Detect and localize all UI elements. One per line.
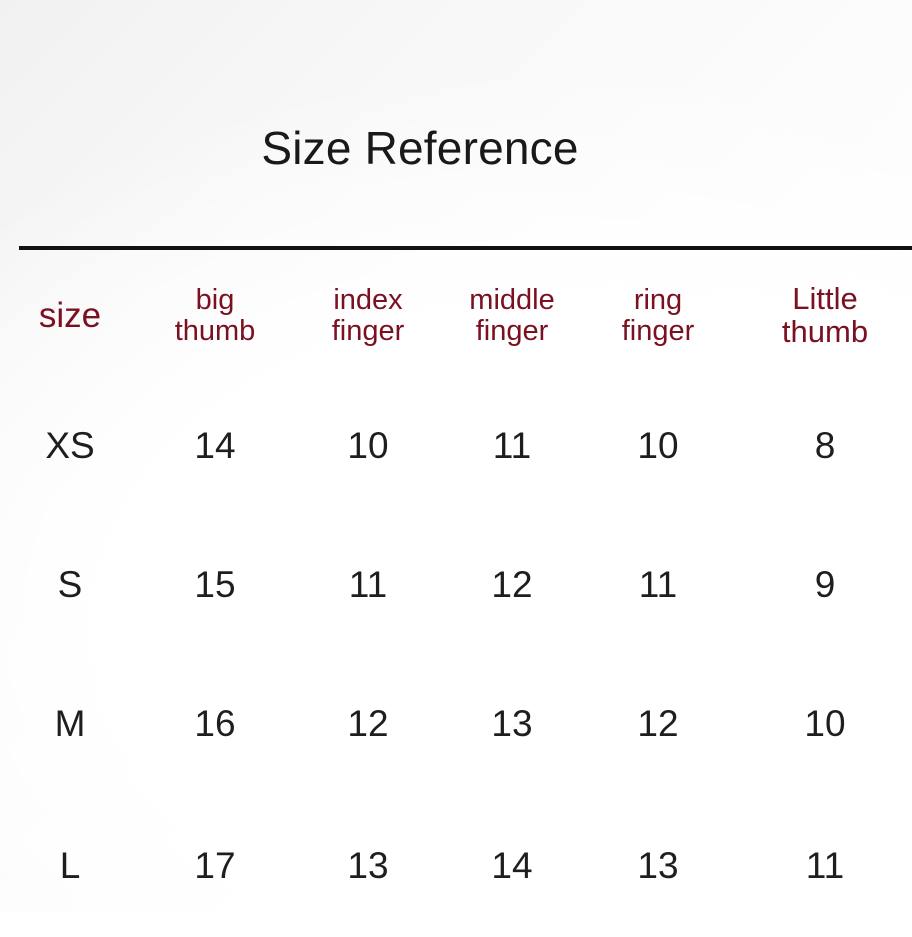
cell-middle-finger: 13 [491,703,533,744]
cell-ring-finger: 10 [637,425,679,466]
cell-little-thumb: 9 [814,564,836,605]
column-header-big-thumb: big thumb [174,284,256,347]
cell-ring-finger: 11 [638,564,678,605]
cell-little-thumb: 8 [814,425,836,466]
table-header-row: size big thumb index finger middle finge… [0,256,912,376]
cell-ring-finger: 12 [637,703,679,744]
cell-big-thumb: 16 [194,703,236,744]
cell-index-finger: 13 [347,844,389,886]
table-body: XS 14 10 11 10 8 S 15 11 12 11 9 M 16 12… [0,376,912,937]
table-row: L 17 13 14 13 11 [0,793,912,937]
cell-ring-finger: 13 [637,844,679,886]
column-header-ring-finger: ring finger [621,284,695,347]
row-size-label: L [59,844,81,886]
table-row: XS 14 10 11 10 8 [0,376,912,515]
cell-big-thumb: 17 [194,844,236,886]
cell-big-thumb: 14 [194,425,236,466]
column-header-index-finger: index finger [331,284,405,347]
title-divider-rule [19,246,912,250]
cell-little-thumb: 11 [805,844,845,886]
row-size-label: XS [45,425,95,466]
page-title: Size Reference [261,122,579,174]
column-header-little-thumb: Little thumb [781,281,869,349]
size-reference-table: size big thumb index finger middle finge… [0,256,912,937]
cell-big-thumb: 15 [194,564,236,605]
cell-index-finger: 12 [347,703,389,744]
row-size-label: S [57,564,83,605]
cell-index-finger: 10 [347,425,389,466]
column-header-middle-finger: middle finger [469,284,555,347]
cell-little-thumb: 10 [804,703,846,744]
table-row: S 15 11 12 11 9 [0,515,912,654]
column-header-size: size [38,296,102,336]
cell-middle-finger: 11 [492,425,532,466]
table-header: size big thumb index finger middle finge… [0,256,912,376]
cell-middle-finger: 12 [491,564,533,605]
table-row: M 16 12 13 12 10 [0,654,912,793]
size-reference-page: Size Reference size big thumb index fing… [0,0,912,912]
cell-index-finger: 11 [348,564,388,605]
row-size-label: M [54,703,86,744]
cell-middle-finger: 14 [491,844,533,886]
